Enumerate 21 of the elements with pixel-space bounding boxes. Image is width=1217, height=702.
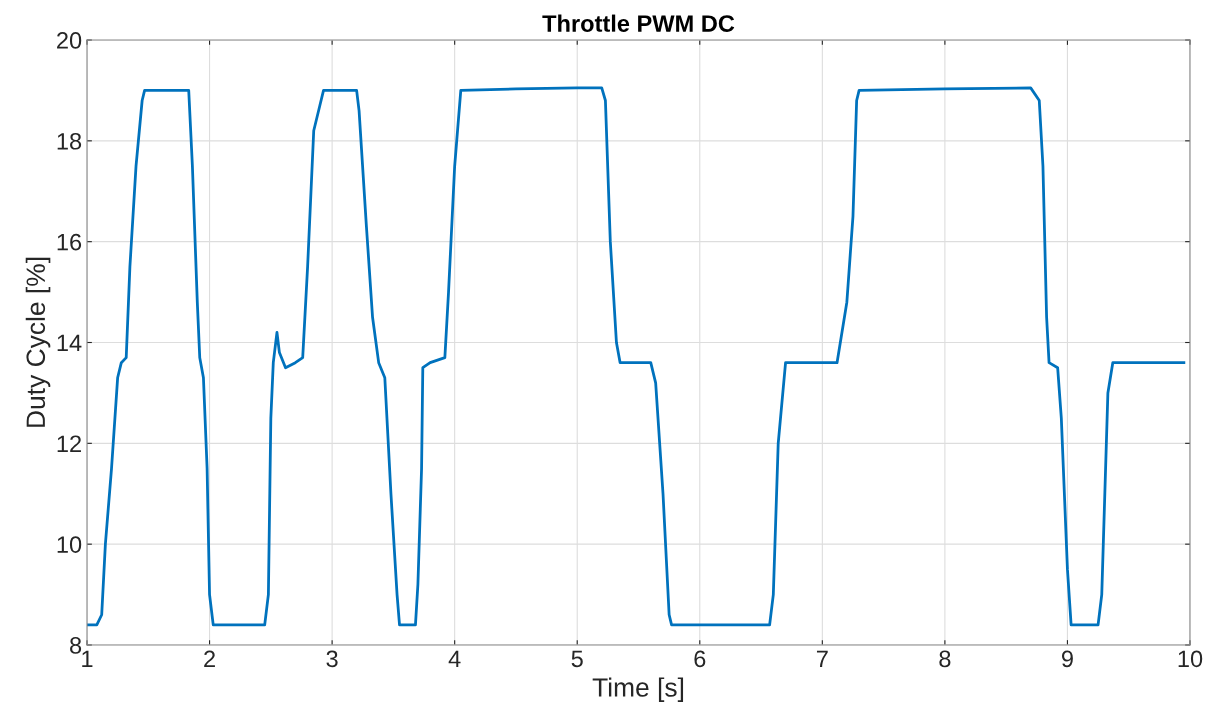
y-tick-label: 10	[57, 536, 82, 553]
x-tick-label: 7	[816, 650, 828, 667]
x-tick-label: 5	[571, 650, 583, 668]
x-axis-title: Time [s]	[592, 677, 684, 702]
x-tick-label: 4	[448, 650, 461, 667]
x-tick-label: 2	[204, 650, 215, 667]
x-tick-label: 8	[939, 650, 951, 668]
y-tick-label: 8	[70, 637, 82, 654]
y-tick-label: 18	[57, 132, 82, 150]
y-tick-label: 12	[57, 435, 81, 452]
line-series	[87, 86, 1186, 627]
y-axis-title: Duty Cycle [%]	[25, 257, 51, 427]
x-tick-label: 9	[1061, 650, 1073, 668]
x-tick-label: 10	[1178, 650, 1203, 668]
y-tick-label: 16	[57, 233, 82, 251]
x-tick-label: 3	[326, 650, 338, 668]
x-tick-label: 1	[82, 650, 93, 667]
x-tick-label: 6	[694, 650, 706, 668]
chart-title: Throttle PWM DC	[542, 14, 735, 32]
y-tick-label: 14	[57, 334, 82, 352]
y-tick-label: 20	[57, 32, 82, 49]
